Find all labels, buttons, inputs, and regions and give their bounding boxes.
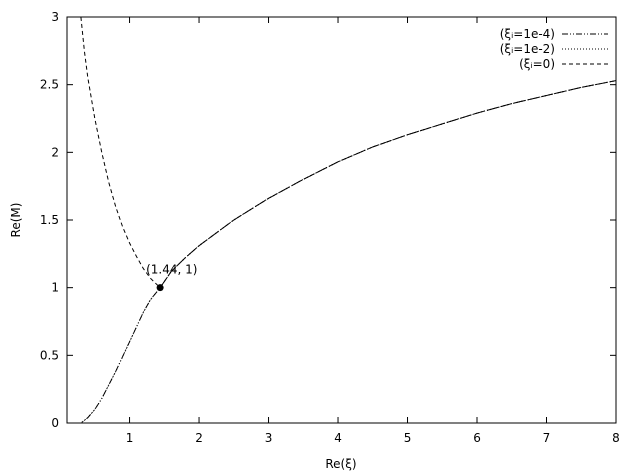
- plot-frame: [66, 16, 617, 424]
- y-tick-label: 1.5: [40, 213, 59, 227]
- annotation-label: (1.44, 1): [146, 263, 197, 277]
- y-tick-label: 0: [51, 416, 59, 430]
- y-tick-label: 2.5: [40, 78, 59, 92]
- legend: (ξᵢ=1e-4)(ξᵢ=1e-2)(ξᵢ=0): [500, 27, 608, 71]
- annotation-point: [156, 284, 164, 292]
- y-tick-label: 0.5: [40, 348, 59, 362]
- x-tick-label: 6: [473, 431, 481, 445]
- y-tick-label: 3: [51, 10, 59, 24]
- series-line-1: [73, 80, 616, 423]
- x-tick-label: 4: [334, 431, 342, 445]
- x-tick-label: 8: [612, 431, 620, 445]
- annotation-layer: (1.44, 1): [146, 263, 197, 292]
- series-line-2: [73, 80, 616, 423]
- x-tick-label: 2: [195, 431, 203, 445]
- x-tick-label: 1: [126, 431, 134, 445]
- x-tick-label: 7: [543, 431, 551, 445]
- axis-ticks: 1 2 3 4 5 6 7 8 0 0.5 1 1.5 2 2.5 3: [40, 10, 620, 445]
- y-tick-label: 2: [51, 145, 59, 159]
- y-axis-label: Re(M): [9, 203, 23, 238]
- series-layer: [73, 17, 616, 423]
- series-line-3: [80, 17, 616, 289]
- x-tick-label: 5: [404, 431, 412, 445]
- legend-label-2: (ξᵢ=1e-2): [500, 42, 555, 56]
- legend-label-3: (ξᵢ=0): [519, 57, 555, 71]
- legend-label-1: (ξᵢ=1e-4): [500, 27, 555, 41]
- y-tick-label: 1: [51, 281, 59, 295]
- x-tick-label: 3: [265, 431, 273, 445]
- x-axis-label: Re(ξ): [325, 457, 356, 471]
